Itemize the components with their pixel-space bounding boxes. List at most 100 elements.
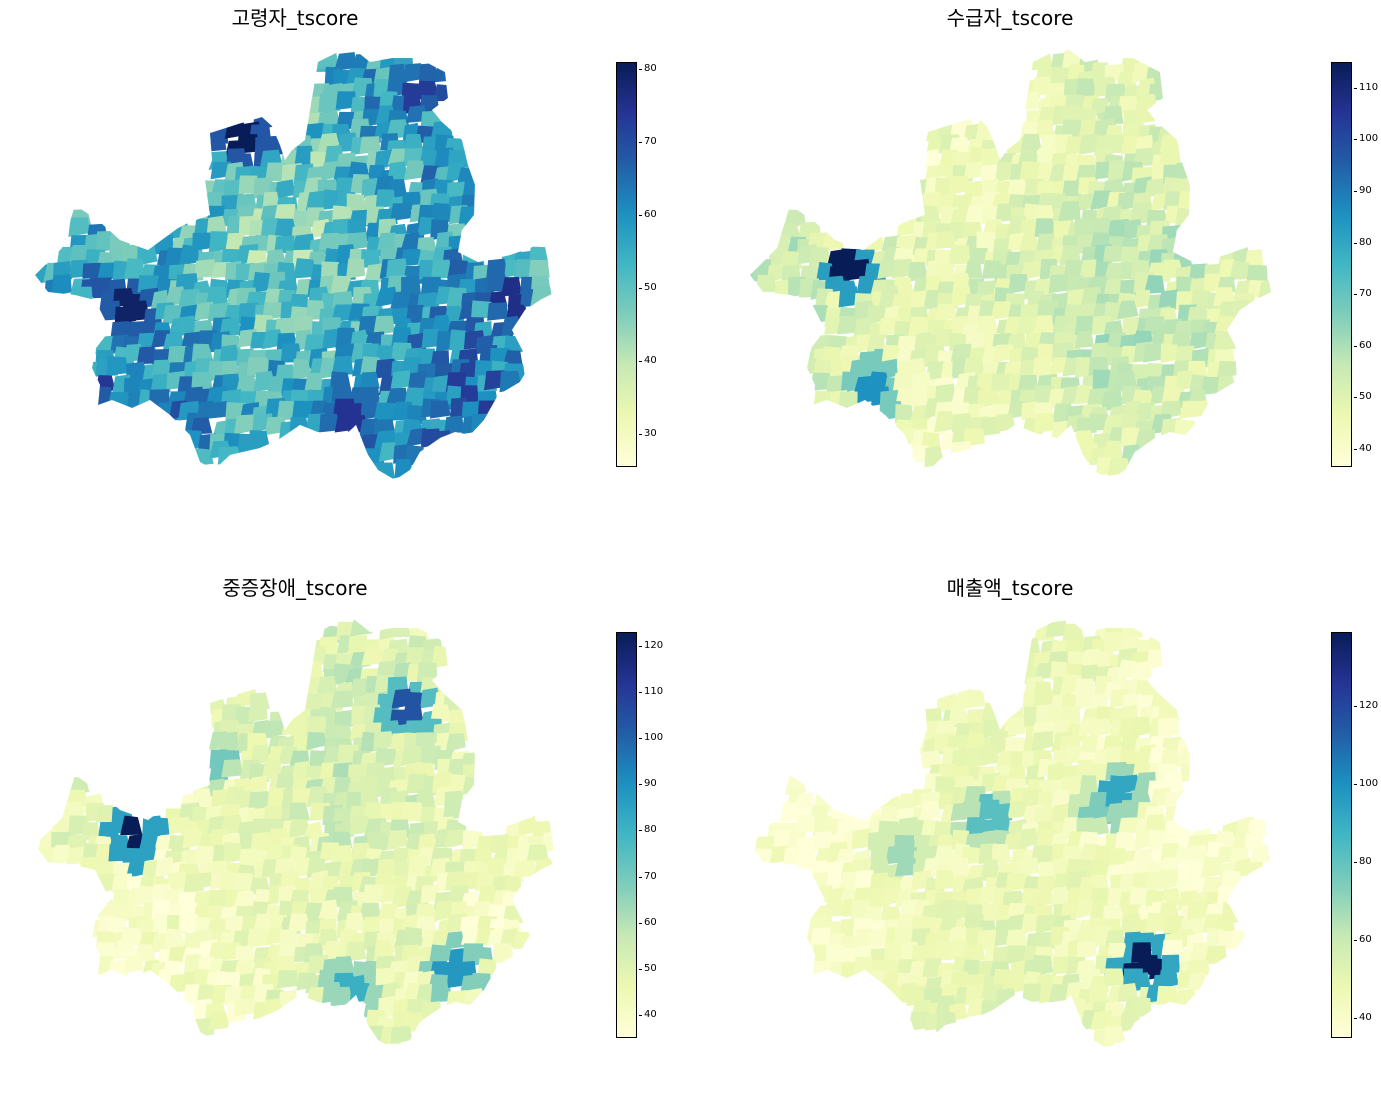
colorbar-tick-label: 60 [639, 916, 657, 928]
district-cell [1174, 207, 1197, 228]
district-cell [1074, 330, 1094, 349]
district-cell [277, 970, 298, 989]
district-cell [400, 801, 425, 822]
colorbar-tick-label: 70 [1354, 288, 1372, 300]
district-cell [499, 370, 522, 393]
colorbar-tick-label: 70 [639, 870, 657, 882]
district-cell [401, 926, 424, 949]
district-cell [1217, 375, 1238, 397]
colorbar-tick-label: 60 [1354, 339, 1372, 351]
district-cell [316, 50, 339, 70]
district-cell [247, 702, 268, 722]
district-cell [979, 744, 1000, 766]
district-cell [462, 776, 481, 795]
district-cell [205, 132, 227, 152]
district-cell [838, 391, 860, 412]
colorbar-tick-label: 50 [639, 282, 657, 294]
colorbar-tick-label: 80 [1354, 856, 1372, 868]
panel-title: 고령자_tscore [231, 6, 359, 30]
district-cell [330, 690, 354, 709]
district-cell [330, 986, 354, 1007]
city-boundary [34, 49, 557, 481]
district-cell [1176, 989, 1197, 1008]
district-cell [288, 802, 310, 822]
district-cell [1130, 716, 1153, 738]
district-cell [1018, 857, 1040, 876]
district-cell [1031, 730, 1054, 752]
district-cell [72, 286, 93, 305]
district-cell [934, 869, 956, 890]
map-panel-sales: 매출액_tscore 40 60 80 100 120 [715, 570, 1381, 1109]
colorbar-tick-label: 110 [1353, 81, 1379, 93]
district-cell [164, 928, 186, 950]
district-cell [492, 942, 514, 964]
district-cell [981, 702, 1005, 722]
district-cell [97, 899, 117, 918]
district-cell [975, 120, 998, 141]
colorbar-tick-label: 100 [638, 732, 664, 744]
map-panel-severe-disability: 중증장애_tscore 40 50 60 70 80 90 100 110 120 [0, 570, 690, 1109]
district-cell [933, 411, 956, 433]
district-cell [1120, 1012, 1142, 1032]
colorbar [616, 632, 637, 1038]
district-cell [420, 1001, 442, 1020]
colorbar-tick-label: 60 [639, 209, 657, 221]
district-cell [390, 370, 412, 391]
district-cell [106, 355, 129, 376]
district-cell [1250, 844, 1271, 864]
district-cell [500, 315, 521, 337]
colorbar-tick-label: 30 [639, 428, 657, 440]
district-cell [190, 417, 213, 435]
district-cell [812, 960, 833, 980]
colorbar-tick-label: 120 [638, 639, 664, 651]
district-cell [273, 956, 298, 973]
colorbar-tick-label: 70 [639, 136, 657, 148]
district-cell [1104, 968, 1125, 987]
district-cell [374, 462, 396, 480]
district-cell [919, 800, 941, 821]
district-cell [487, 302, 509, 321]
district-cell [1020, 133, 1042, 152]
district-cell [274, 179, 296, 199]
district-cell [1079, 775, 1099, 795]
colorbar-tick-label: 90 [639, 778, 657, 790]
district-cell [1121, 620, 1144, 638]
colorbar-tick-label: 100 [1353, 133, 1379, 145]
district-cell [1244, 861, 1263, 881]
district-cell [1033, 412, 1056, 434]
district-cell [936, 1011, 958, 1032]
colorbar-tick-label: 80 [639, 824, 657, 836]
district-cell [248, 430, 271, 451]
colorbar-tick-label: 110 [638, 685, 664, 697]
district-cell [779, 801, 801, 823]
district-cell [533, 858, 555, 877]
panel-title: 매출액_tscore [946, 576, 1074, 600]
district-choropleth-map [34, 49, 557, 481]
district-cell [68, 217, 91, 237]
colorbar-tick-label: 120 [1353, 700, 1379, 712]
district-cell [962, 800, 983, 821]
district-cell [430, 400, 451, 419]
colorbar [616, 62, 637, 467]
district-cell [246, 928, 270, 948]
panel-title: 수급자_tscore [946, 6, 1074, 30]
map-panel-elderly: 고령자_tscore 30 40 50 60 70 80 [0, 0, 690, 539]
district-cell [386, 829, 408, 851]
colorbar-tick-label: 40 [639, 1008, 657, 1020]
district-cell [402, 704, 424, 724]
colorbar-tick-label: 40 [1354, 442, 1372, 454]
district-cell [1132, 661, 1153, 681]
district-cell [262, 998, 282, 1020]
district-cell [350, 620, 373, 637]
district-choropleth-map [34, 619, 557, 1051]
district-cell [191, 447, 214, 467]
colorbar-tick-label: 50 [639, 962, 657, 974]
district-cell [1229, 928, 1254, 950]
colorbar-tick-label: 90 [1354, 184, 1372, 196]
district-cell [512, 859, 536, 878]
colorbar-tick-label: 40 [1354, 1012, 1372, 1024]
district-cell [500, 277, 522, 297]
district-cell [530, 285, 553, 307]
district-cell [389, 620, 411, 638]
district-cell [1213, 331, 1236, 351]
